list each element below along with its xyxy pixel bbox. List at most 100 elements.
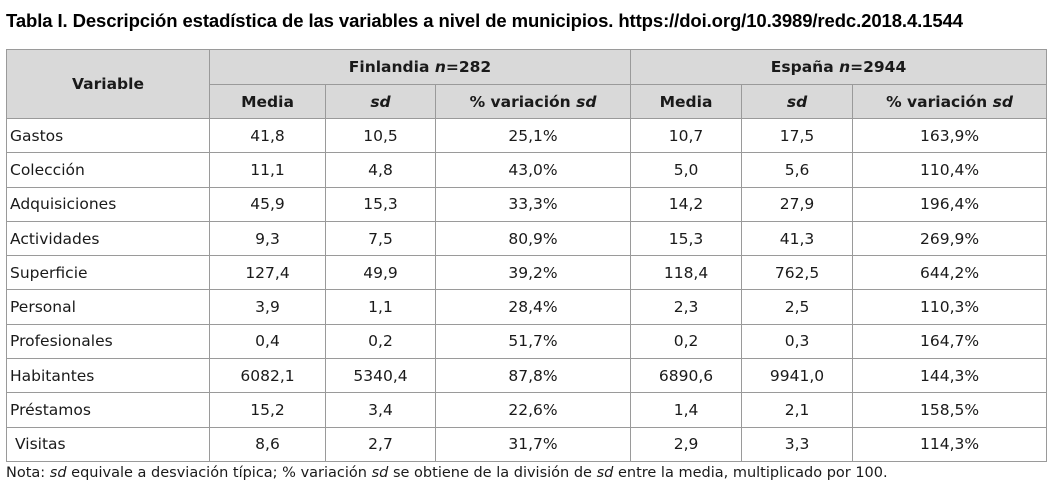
cell-es-pct: 110,4% xyxy=(852,152,1048,188)
pct-sd: sd xyxy=(992,92,1013,111)
statistics-table: Variable Finlandia n=282 España n=2944 M… xyxy=(6,49,1048,462)
pct-prefix: % variación xyxy=(469,92,577,111)
variable-column-header: Variable xyxy=(6,49,210,119)
cell-es-pct: 144,3% xyxy=(852,358,1048,394)
cell-fi-media: 11,1 xyxy=(209,152,326,188)
cell-fi-sd: 3,4 xyxy=(325,392,436,428)
cell-es-pct: 164,7% xyxy=(852,323,1048,360)
cell-fi-media: 41,8 xyxy=(209,117,326,154)
table-row: Gastos 41,8 10,5 25,1% 10,7 17,5 163,9% xyxy=(6,117,1048,154)
group-name: España xyxy=(770,58,834,76)
cell-fi-sd: 2,7 xyxy=(325,426,436,462)
note-text: equivale a desviación típica; % variació… xyxy=(66,465,372,481)
group-n-value: =2944 xyxy=(850,58,907,76)
cell-fi-media: 6082,1 xyxy=(209,358,326,394)
cell-es-sd: 0,3 xyxy=(741,323,854,360)
cell-fi-pct: 39,2% xyxy=(434,255,632,291)
table-row: Préstamos 15,2 3,4 22,6% 1,4 2,1 158,5% xyxy=(6,392,1048,428)
table-body: Gastos 41,8 10,5 25,1% 10,7 17,5 163,9% … xyxy=(6,117,1048,462)
cell-fi-sd: 5340,4 xyxy=(325,358,436,394)
table-row: Visitas 8,6 2,7 31,7% 2,9 3,3 114,3% xyxy=(6,426,1048,462)
cell-fi-pct: 87,8% xyxy=(434,358,632,394)
cell-fi-pct: 25,1% xyxy=(434,117,632,154)
table-row: Actividades 9,3 7,5 80,9% 15,3 41,3 269,… xyxy=(6,220,1048,257)
cell-fi-media: 45,9 xyxy=(209,186,326,222)
variable-cell: Superficie xyxy=(6,255,210,291)
table-row: Adquisiciones 45,9 15,3 33,3% 14,2 27,9 … xyxy=(6,186,1048,222)
cell-es-sd: 2,1 xyxy=(741,392,854,428)
cell-es-media: 14,2 xyxy=(630,186,743,222)
table-row: Personal 3,9 1,1 28,4% 2,3 2,5 110,3% xyxy=(6,289,1048,325)
cell-fi-pct: 33,3% xyxy=(434,186,632,222)
cell-es-sd: 2,5 xyxy=(741,289,854,325)
cell-es-pct: 269,9% xyxy=(852,220,1048,257)
column-header-pct-variacion: % variación sd xyxy=(434,84,632,119)
column-header-pct-variacion: % variación sd xyxy=(852,84,1048,119)
note-text: Nota: xyxy=(6,465,50,481)
cell-fi-media: 127,4 xyxy=(209,255,326,291)
cell-fi-media: 8,6 xyxy=(209,426,326,462)
note-sd: sd xyxy=(371,465,389,481)
variable-cell: Habitantes xyxy=(6,358,210,394)
cell-es-media: 15,3 xyxy=(630,220,743,257)
cell-fi-sd: 15,3 xyxy=(325,186,436,222)
note-sd: sd xyxy=(49,465,67,481)
cell-es-sd: 3,3 xyxy=(741,426,854,462)
group-header-finlandia: Finlandia n=282 xyxy=(208,49,632,85)
cell-es-pct: 644,2% xyxy=(852,255,1048,291)
pct-prefix: % variación xyxy=(886,92,993,111)
variable-cell: Préstamos xyxy=(6,392,210,428)
column-header-sd: sd xyxy=(741,84,854,119)
cell-fi-sd: 1,1 xyxy=(325,289,436,325)
cell-es-sd: 17,5 xyxy=(741,117,854,154)
table-note: Nota: sd equivale a desviación típica; %… xyxy=(6,465,888,481)
cell-es-pct: 114,3% xyxy=(852,426,1048,462)
cell-fi-media: 15,2 xyxy=(209,392,326,428)
cell-fi-sd: 10,5 xyxy=(325,117,436,154)
group-name: Finlandia xyxy=(348,58,430,76)
cell-fi-pct: 43,0% xyxy=(434,152,632,188)
cell-es-sd: 27,9 xyxy=(741,186,854,222)
cell-fi-pct: 28,4% xyxy=(434,289,632,325)
cell-es-pct: 110,3% xyxy=(852,289,1048,325)
cell-es-media: 5,0 xyxy=(630,152,743,188)
cell-fi-media: 9,3 xyxy=(209,220,326,257)
group-header-espana: España n=2944 xyxy=(630,49,1048,85)
cell-fi-pct: 31,7% xyxy=(434,426,632,462)
pct-sd: sd xyxy=(576,92,597,111)
cell-es-media: 6890,6 xyxy=(630,358,743,394)
note-sd: sd xyxy=(596,465,614,481)
cell-fi-sd: 0,2 xyxy=(325,323,436,360)
group-n-label: n xyxy=(839,58,851,76)
cell-es-sd: 9941,0 xyxy=(741,358,854,394)
variable-cell: Gastos xyxy=(6,117,210,154)
variable-cell: Personal xyxy=(6,289,210,325)
cell-fi-sd: 49,9 xyxy=(325,255,436,291)
cell-es-media: 0,2 xyxy=(630,323,743,360)
column-header-media: Media xyxy=(209,84,326,119)
cell-fi-pct: 80,9% xyxy=(434,220,632,257)
table-row: Profesionales 0,4 0,2 51,7% 0,2 0,3 164,… xyxy=(6,323,1048,360)
table-row: Colección 11,1 4,8 43,0% 5,0 5,6 110,4% xyxy=(6,152,1048,188)
cell-fi-pct: 22,6% xyxy=(434,392,632,428)
table-row: Habitantes 6082,1 5340,4 87,8% 6890,6 99… xyxy=(6,358,1048,394)
group-n-value: =282 xyxy=(445,58,492,76)
group-n-label: n xyxy=(434,58,446,76)
variable-cell: Colección xyxy=(6,152,210,188)
cell-fi-media: 3,9 xyxy=(209,289,326,325)
cell-es-pct: 158,5% xyxy=(852,392,1048,428)
note-text: se obtiene de la división de xyxy=(388,465,597,481)
variable-cell: Profesionales xyxy=(6,323,210,360)
cell-es-sd: 41,3 xyxy=(741,220,854,257)
cell-es-media: 2,9 xyxy=(630,426,743,462)
column-header-sd: sd xyxy=(325,84,436,119)
variable-cell: Visitas xyxy=(6,426,210,462)
cell-fi-sd: 7,5 xyxy=(325,220,436,257)
note-text: entre la media, multiplicado por 100. xyxy=(613,465,888,481)
cell-es-pct: 196,4% xyxy=(852,186,1048,222)
variable-cell: Adquisiciones xyxy=(6,186,210,222)
cell-es-sd: 5,6 xyxy=(741,152,854,188)
cell-es-sd: 762,5 xyxy=(741,255,854,291)
cell-es-pct: 163,9% xyxy=(852,117,1048,154)
table-row: Superficie 127,4 49,9 39,2% 118,4 762,5 … xyxy=(6,255,1048,291)
